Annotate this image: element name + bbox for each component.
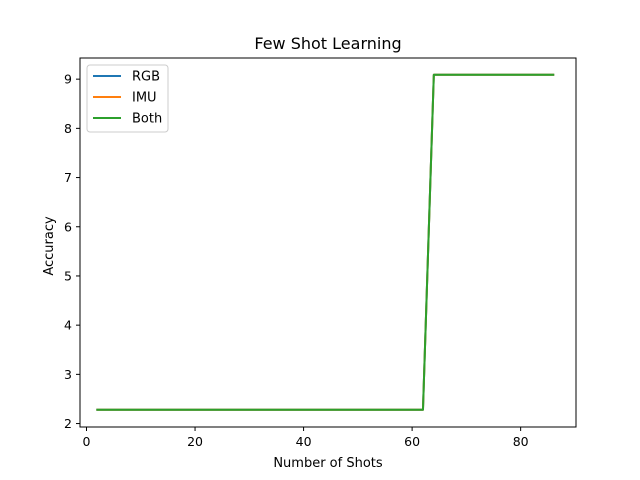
y-tick-label: 5 <box>64 268 72 283</box>
x-tick-label: 20 <box>187 434 203 449</box>
x-tick-label: 60 <box>404 434 420 449</box>
x-tick-label: 40 <box>296 434 312 449</box>
legend-label-both: Both <box>132 112 162 127</box>
y-tick-label: 9 <box>64 72 72 87</box>
legend: RGB IMU Both <box>86 64 169 133</box>
y-tick-label: 2 <box>64 416 72 431</box>
y-tick-label: 3 <box>64 367 72 382</box>
legend-box <box>86 64 169 133</box>
chart-title: Few Shot Learning <box>254 34 401 53</box>
plot-lines <box>96 73 555 411</box>
plot-frame <box>79 57 577 428</box>
x-axis-label: Number of Shots <box>273 456 383 471</box>
legend-label-imu: IMU <box>132 91 157 106</box>
x-tick-label: 0 <box>83 434 91 449</box>
legend-label-rgb: RGB <box>132 70 160 85</box>
y-axis-label: Accuracy <box>42 216 57 276</box>
y-tick-label: 6 <box>64 219 72 234</box>
y-tick-label: 7 <box>64 170 72 185</box>
y-axis-ticks: 2 3 4 5 6 7 8 9 <box>64 72 80 431</box>
x-tick-label: 80 <box>513 434 529 449</box>
x-axis-ticks: 0 20 40 60 80 <box>83 427 529 449</box>
series-line-both <box>96 73 555 411</box>
y-tick-label: 8 <box>64 121 72 136</box>
y-tick-label: 4 <box>64 318 72 333</box>
